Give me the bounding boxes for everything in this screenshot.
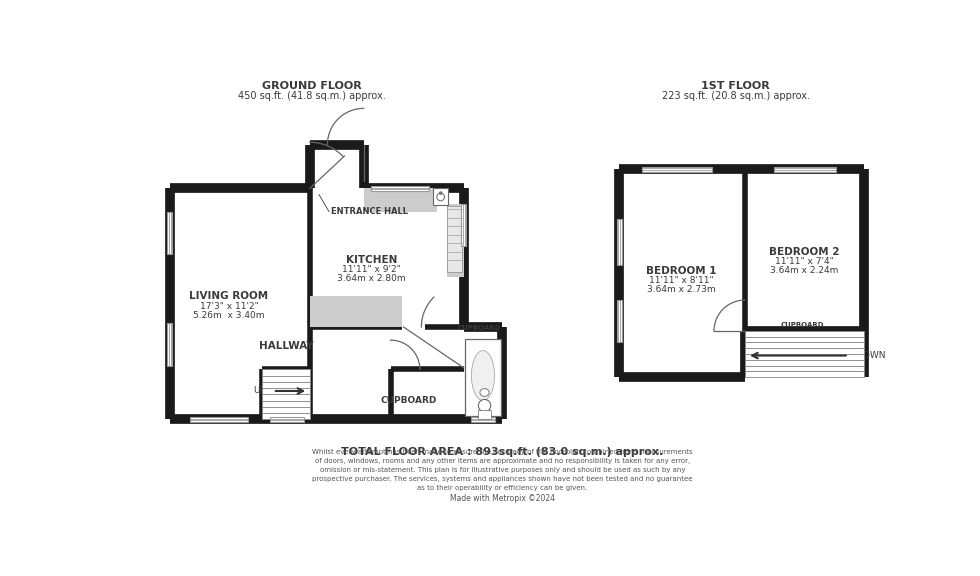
Bar (170, 188, 310, 419)
Bar (745, 337, 864, 343)
Bar (262, 395, 310, 401)
Bar (464, 327, 503, 419)
Ellipse shape (480, 389, 489, 396)
Text: 5.26m  x 3.40m: 5.26m x 3.40m (193, 311, 265, 320)
Text: 1ST FLOOR: 1ST FLOOR (701, 81, 770, 91)
Text: CUPBOARD: CUPBOARD (458, 325, 501, 331)
Text: BEDROOM 2: BEDROOM 2 (769, 247, 839, 257)
Text: KITCHEN: KITCHEN (346, 255, 397, 265)
Bar (262, 369, 310, 376)
Text: 17'3" x 11'2": 17'3" x 11'2" (200, 302, 259, 311)
Bar (310, 145, 364, 188)
Circle shape (439, 192, 442, 194)
Bar (471, 417, 495, 422)
Bar (466, 339, 501, 416)
Text: TOTAL FLOOR AREA : 893sq.ft. (83.0 sq.m.) approx.: TOTAL FLOOR AREA : 893sq.ft. (83.0 sq.m.… (341, 447, 663, 457)
Text: CUPBOARD: CUPBOARD (781, 322, 824, 328)
Bar (478, 410, 491, 419)
Bar (364, 188, 437, 211)
Bar (167, 323, 172, 366)
Bar (170, 327, 464, 419)
Bar (262, 407, 310, 413)
Text: 450 sq.ft. (41.8 sq.m.) approx.: 450 sq.ft. (41.8 sq.m.) approx. (238, 91, 386, 101)
Bar (745, 366, 864, 372)
Circle shape (437, 193, 445, 201)
Bar (190, 417, 248, 422)
Bar (745, 343, 864, 348)
Bar (270, 417, 305, 422)
Bar (461, 204, 466, 246)
Text: CUPBOARD: CUPBOARD (380, 396, 436, 405)
Bar (310, 188, 464, 327)
Ellipse shape (478, 399, 491, 412)
Text: 3.64m x 2.73m: 3.64m x 2.73m (647, 285, 715, 294)
Bar (447, 206, 463, 272)
Bar (262, 413, 310, 419)
Text: HALLWAY: HALLWAY (260, 342, 314, 351)
Bar (745, 360, 864, 366)
Bar (745, 372, 864, 377)
Bar (619, 169, 864, 377)
Text: Made with Metropix ©2024: Made with Metropix ©2024 (450, 494, 555, 503)
Text: Whilst every attempt has been made to ensure the accuracy of the floorplan conta: Whilst every attempt has been made to en… (312, 449, 693, 491)
Ellipse shape (471, 351, 495, 400)
Bar (619, 169, 745, 377)
Bar (167, 211, 172, 254)
Bar (643, 166, 711, 172)
Bar (774, 166, 836, 172)
Bar (433, 188, 449, 206)
Bar (262, 401, 310, 407)
Text: ENTRANCE HALL: ENTRANCE HALL (331, 207, 409, 216)
Bar (262, 388, 310, 395)
Bar (745, 331, 864, 337)
Bar (745, 354, 864, 360)
Bar (745, 331, 864, 377)
Text: 3.64m x 2.24m: 3.64m x 2.24m (770, 266, 838, 275)
Text: GROUND FLOOR: GROUND FLOOR (263, 81, 362, 91)
Bar (447, 204, 464, 277)
Text: DOWN: DOWN (857, 351, 886, 360)
Text: 11'11" x 8'11": 11'11" x 8'11" (649, 275, 713, 285)
Bar (616, 219, 622, 266)
Bar (616, 300, 622, 343)
Text: 3.64m x 2.80m: 3.64m x 2.80m (337, 274, 406, 283)
Text: 11'11" x 9'2": 11'11" x 9'2" (342, 265, 401, 274)
Bar (262, 382, 310, 388)
Bar (745, 348, 864, 354)
Bar (262, 376, 310, 382)
Text: UP: UP (253, 386, 266, 396)
Text: 223 sq.ft. (20.8 sq.m.) approx.: 223 sq.ft. (20.8 sq.m.) approx. (662, 91, 809, 101)
Text: 11'11" x 7'4": 11'11" x 7'4" (775, 257, 833, 266)
Bar (310, 296, 402, 327)
Bar (371, 186, 429, 191)
Text: BEDROOM 1: BEDROOM 1 (646, 266, 716, 276)
Text: LIVING ROOM: LIVING ROOM (189, 291, 269, 301)
